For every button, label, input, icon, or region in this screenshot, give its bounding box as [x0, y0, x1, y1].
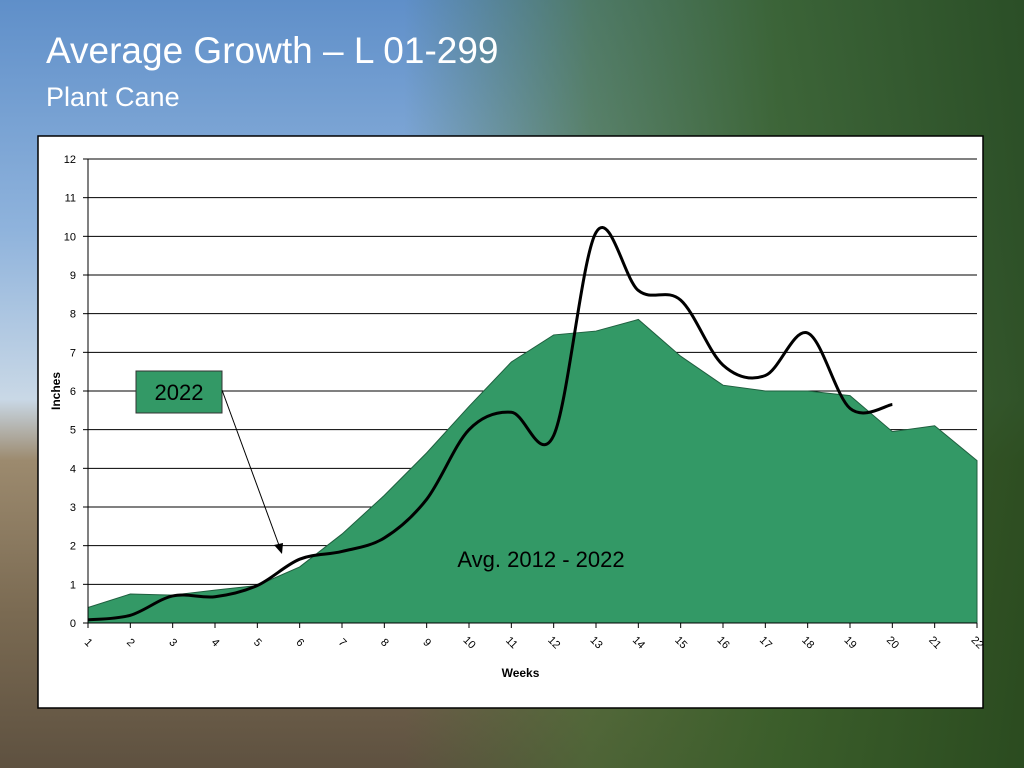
line	[87, 226, 893, 622]
y-tick-label: 1	[70, 579, 76, 591]
annotation-arrowhead	[274, 543, 283, 554]
slide-title: Average Growth – L 01-299	[46, 30, 499, 71]
annotation-arrow	[221, 389, 281, 549]
y-tick-label: 10	[64, 231, 76, 243]
y-tick-label: 4	[70, 463, 76, 475]
marks	[87, 226, 978, 624]
y-tick-label: 5	[70, 425, 76, 437]
y-tick-label: 0	[70, 618, 76, 630]
y-tick-label: 3	[70, 502, 76, 514]
slide-subtitle: Plant Cane	[46, 82, 180, 112]
y-tick-label: 6	[70, 386, 76, 398]
y-axis-label: Inches	[49, 372, 63, 410]
y-tick-label: 7	[70, 347, 76, 359]
area	[87, 318, 978, 624]
area-label: Avg. 2012 - 2022	[457, 547, 624, 572]
annotation-label: 2022	[155, 380, 204, 405]
y-tick-label: 8	[70, 309, 76, 321]
y-tick-label: 11	[65, 193, 76, 205]
x-axis-label: Weeks	[502, 666, 540, 680]
annotation-box	[135, 370, 223, 414]
y-tick-label: 12	[64, 154, 76, 166]
y-tick-label: 2	[70, 541, 76, 553]
y-tick-label: 9	[70, 270, 76, 282]
